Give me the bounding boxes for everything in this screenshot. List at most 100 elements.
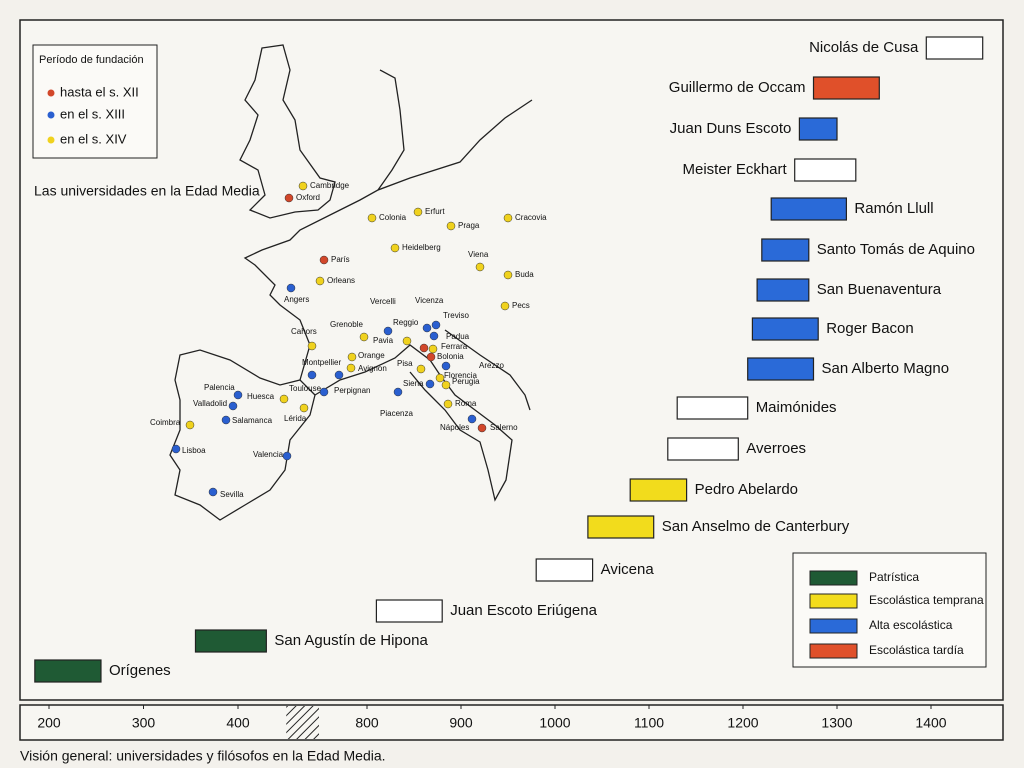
x-tick-label: 400 bbox=[226, 715, 250, 731]
legend-dot bbox=[47, 89, 55, 97]
city-dot bbox=[431, 320, 441, 330]
city-dot bbox=[393, 387, 403, 397]
city-dot bbox=[282, 451, 292, 461]
city-label: Erfurt bbox=[425, 207, 445, 216]
city-label: Oxford bbox=[296, 193, 320, 202]
legend-swatch bbox=[809, 570, 858, 586]
bar bbox=[770, 197, 848, 221]
city-dot bbox=[429, 331, 439, 341]
bar bbox=[756, 278, 810, 302]
legend-swatch bbox=[809, 643, 858, 659]
axis-break bbox=[286, 706, 319, 739]
city-label: Valladolid bbox=[193, 399, 227, 408]
city-label: Orange bbox=[358, 351, 385, 360]
city-dot bbox=[298, 181, 308, 191]
city-dot bbox=[428, 344, 438, 354]
city-dot bbox=[419, 343, 429, 353]
city-label: Huesca bbox=[247, 392, 275, 401]
city-label: Praga bbox=[458, 221, 480, 230]
map-title: Las universidades en la Edad Media bbox=[34, 183, 260, 199]
city-label: Sevilla bbox=[220, 490, 244, 499]
city-dot bbox=[383, 326, 393, 336]
city-label: Montpellier bbox=[302, 358, 341, 367]
bar bbox=[667, 437, 739, 461]
legend-swatch bbox=[809, 593, 858, 609]
city-dot bbox=[319, 255, 329, 265]
city-label: Heidelberg bbox=[402, 243, 441, 252]
x-axis-band bbox=[19, 704, 1004, 741]
x-tick-label: 1200 bbox=[727, 715, 758, 731]
bar-label: San Buenaventura bbox=[817, 281, 942, 298]
city-label: Buda bbox=[515, 270, 534, 279]
bar-label: San Anselmo de Canterbury bbox=[662, 518, 850, 535]
city-label: Cracovia bbox=[515, 213, 547, 222]
bar bbox=[751, 317, 819, 341]
legend-label: Escolástica tardía bbox=[869, 643, 964, 657]
x-tick-label: 1000 bbox=[539, 715, 570, 731]
city-label: Toulouse bbox=[289, 384, 322, 393]
bar bbox=[925, 36, 984, 60]
city-dot bbox=[279, 394, 289, 404]
city-dot bbox=[171, 444, 181, 454]
legend-label: en el s. XIV bbox=[60, 131, 127, 146]
legend-label: hasta el s. XII bbox=[60, 84, 139, 99]
bar bbox=[812, 76, 880, 100]
bar-label: Orígenes bbox=[109, 662, 171, 679]
city-dot bbox=[503, 213, 513, 223]
bar-label: Nicolás de Cusa bbox=[809, 39, 919, 56]
city-label: Pecs bbox=[512, 301, 530, 310]
legend-label: en el s. XIII bbox=[60, 106, 125, 121]
city-dot bbox=[443, 399, 453, 409]
city-label: Cahors bbox=[291, 327, 317, 336]
city-dot bbox=[208, 487, 218, 497]
city-label: Bolonia bbox=[437, 352, 464, 361]
city-label: Salerno bbox=[490, 423, 518, 432]
city-dot bbox=[228, 401, 238, 411]
bar-label: Avicena bbox=[601, 561, 655, 578]
city-dot bbox=[315, 276, 325, 286]
city-label: Colonia bbox=[379, 213, 407, 222]
city-dot bbox=[347, 352, 357, 362]
city-label: Avignon bbox=[358, 364, 387, 373]
city-dot bbox=[233, 390, 243, 400]
legend-swatch bbox=[809, 618, 858, 634]
bar-label: San Alberto Magno bbox=[822, 360, 950, 377]
x-tick-label: 1100 bbox=[634, 715, 664, 731]
city-label: Arezzo bbox=[479, 361, 504, 370]
city-label: Lisboa bbox=[182, 446, 206, 455]
city-label: Vercelli bbox=[370, 297, 396, 306]
bar bbox=[375, 599, 443, 623]
city-dot bbox=[299, 403, 309, 413]
caption: Visión general: universidades y filósofo… bbox=[20, 748, 386, 764]
x-tick-label: 300 bbox=[132, 715, 156, 731]
x-tick-label: 1300 bbox=[821, 715, 852, 731]
city-dot bbox=[500, 301, 510, 311]
city-label: Padua bbox=[446, 332, 470, 341]
city-label: Lérida bbox=[284, 414, 307, 423]
city-label: Ferrara bbox=[441, 342, 468, 351]
legend-label: Patrística bbox=[869, 570, 919, 584]
bar bbox=[587, 515, 655, 539]
city-label: París bbox=[331, 255, 350, 264]
bar bbox=[676, 396, 749, 420]
city-label: Siena bbox=[403, 379, 424, 388]
city-dot bbox=[413, 207, 423, 217]
city-label: Orleans bbox=[327, 276, 355, 285]
city-dot bbox=[221, 415, 231, 425]
bar bbox=[194, 629, 267, 653]
bar bbox=[794, 158, 857, 182]
city-dot bbox=[284, 193, 294, 203]
city-dot bbox=[475, 262, 485, 272]
bar-label: Juan Duns Escoto bbox=[670, 120, 792, 137]
bar bbox=[34, 659, 102, 683]
bar-label: Ramón Llull bbox=[854, 200, 933, 217]
bar bbox=[747, 357, 815, 381]
bar bbox=[761, 238, 810, 262]
legend-label: Alta escolástica bbox=[869, 618, 953, 632]
map-outline bbox=[169, 44, 533, 521]
city-dot bbox=[286, 283, 296, 293]
city-dot bbox=[185, 420, 195, 430]
city-dot bbox=[441, 361, 451, 371]
city-label: Florencia bbox=[444, 371, 477, 380]
